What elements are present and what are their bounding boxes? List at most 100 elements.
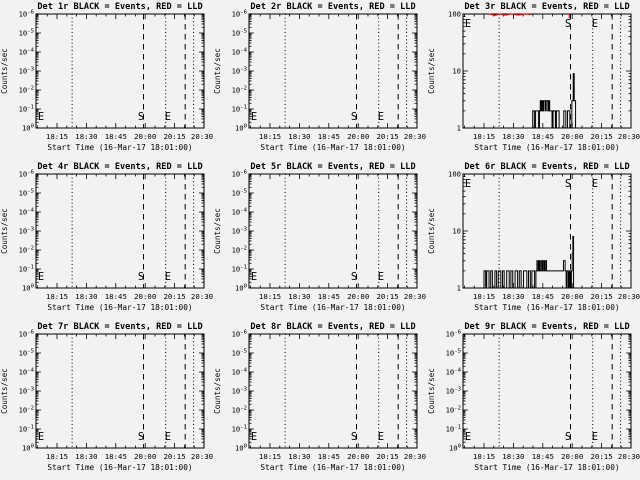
x-tick-label: 18:15 [473,132,495,141]
y-tick-label: 10-6 [19,330,34,339]
y-tick-label: 100 [448,10,461,19]
event-marker-s: S [564,18,570,30]
x-tick-label: 18:30 [75,292,97,301]
plot-title: Det 5r BLACK = Events, RED = LLD [251,162,416,172]
x-tick-label: 18:45 [531,292,553,301]
x-tick-label: 18:45 [318,452,340,461]
event-marker-e: E [591,18,597,30]
event-marker-e: E [165,431,171,443]
y-tick-label: 10-6 [19,170,34,179]
event-marker-e: E [465,18,471,30]
event-marker-e: E [378,271,384,283]
y-tick-label: 10-3 [19,387,34,396]
event-marker-e: E [378,111,384,123]
x-tick-label: 20:00 [347,132,369,141]
axis-frame [248,333,418,449]
y-tick-label: 100 [235,444,247,453]
x-tick-label: 20:15 [377,292,399,301]
y-tick-label: 10-5 [19,349,34,358]
series-lld [488,13,531,16]
y-tick-label: 10-2 [19,246,34,255]
axis-ticks [249,333,418,449]
x-tick-label: 18:15 [259,452,281,461]
x-tick-label: 18:45 [531,132,553,141]
plot-canvas-det-9r: Det 9r BLACK = Events, RED = LLD 18:15 18:… [427,322,640,472]
subplot-det-6r: Det 6r BLACK = Events, RED = LLD 18:15 18:… [427,160,640,320]
series-events [483,236,574,288]
y-tick-label: 10-5 [232,349,247,358]
x-tick-label: 20:15 [163,452,185,461]
event-marker-e: E [165,271,171,283]
y-tick-label: 10-5 [232,189,247,198]
x-axis-title: Start Time (16-Mar-17 18:01:00) [261,463,406,472]
y-tick-label: 100 [448,170,461,179]
x-tick-label: 18:30 [502,452,524,461]
axis-frame [462,13,632,129]
y-tick-label: 10-4 [19,208,35,217]
x-axis-title: Start Time (16-Mar-17 18:01:00) [474,463,619,472]
event-marker-s: S [351,111,357,123]
x-tick-label: 18:45 [105,292,127,301]
plot-title: Det 4r BLACK = Events, RED = LLD [37,162,202,172]
event-marker-e: E [378,431,384,443]
plot-canvas-det-6r: Det 6r BLACK = Events, RED = LLD 18:15 18:… [427,162,640,312]
x-tick-label: 18:30 [289,292,311,301]
plot-canvas-det-5r: Det 5r BLACK = Events, RED = LLD 18:15 18:… [213,162,426,312]
x-tick-label: 18:30 [289,452,311,461]
x-tick-label: 20:00 [134,452,156,461]
y-tick-label: 100 [22,444,34,453]
y-axis-title: Counts/sec [213,208,222,254]
x-tick-label: 18:15 [259,132,281,141]
x-tick-label: 18:30 [289,132,311,141]
plot-canvas-det-8r: Det 8r BLACK = Events, RED = LLD 18:15 18:… [213,322,426,472]
y-tick-label: 100 [449,444,461,453]
x-tick-label: 20:00 [347,452,369,461]
x-tick-label: 20:30 [404,292,426,301]
axis-ticks [35,333,205,449]
x-tick-label: 20:15 [163,292,185,301]
y-axis-title: Counts/sec [427,368,436,414]
y-tick-label: 10-3 [232,67,247,76]
x-tick-label: 18:45 [105,132,127,141]
x-tick-label: 20:15 [377,452,399,461]
y-tick-label: 10-4 [445,368,461,377]
x-axis-title: Start Time (16-Mar-17 18:01:00) [474,303,619,312]
axis-ticks [462,13,632,129]
y-tick-label: 10-3 [232,227,247,236]
plot-title: Det 2r BLACK = Events, RED = LLD [251,2,416,12]
plot-canvas-det-3r: Det 3r BLACK = Events, RED = LLD 18:15 18:… [427,2,640,152]
event-marker-e: E [251,111,257,123]
x-tick-label: 20:30 [191,132,213,141]
y-tick-label: 10-5 [445,349,460,358]
x-axis-title: Start Time (16-Mar-17 18:01:00) [47,143,192,152]
x-tick-label: 20:00 [134,292,156,301]
plot-title: Det 3r BLACK = Events, RED = LLD [464,2,629,12]
y-tick-label: 10-1 [232,105,247,114]
event-marker-e: E [165,111,171,123]
axis-ticks [35,173,205,289]
y-tick-label: 10-4 [232,48,248,57]
y-tick-label: 10-6 [19,10,34,19]
x-tick-label: 20:30 [191,452,213,461]
x-tick-label: 18:15 [473,452,495,461]
y-axis-title: Counts/sec [0,368,9,414]
y-tick-label: 10-1 [445,425,460,434]
x-tick-label: 18:45 [318,132,340,141]
y-tick-label: 1 [456,124,460,133]
y-tick-label: 100 [22,124,34,133]
y-tick-label: 10 [452,227,461,236]
subplot-det-8r: Det 8r BLACK = Events, RED = LLD 18:15 18:… [213,320,426,480]
y-axis-title: Counts/sec [427,208,436,254]
x-tick-label: 18:15 [46,292,68,301]
plot-canvas-det-4r: Det 4r BLACK = Events, RED = LLD 18:15 18:… [0,162,213,312]
y-tick-label: 10-3 [445,387,460,396]
x-tick-label: 20:00 [347,292,369,301]
y-tick-label: 10-2 [232,246,247,255]
x-tick-label: 18:15 [46,132,68,141]
y-tick-label: 10-6 [445,330,460,339]
axis-frame [248,173,418,289]
y-tick-label: 1 [456,284,460,293]
plot-canvas-det-1r: Det 1r BLACK = Events, RED = LLD 18:15 18:… [0,2,213,152]
